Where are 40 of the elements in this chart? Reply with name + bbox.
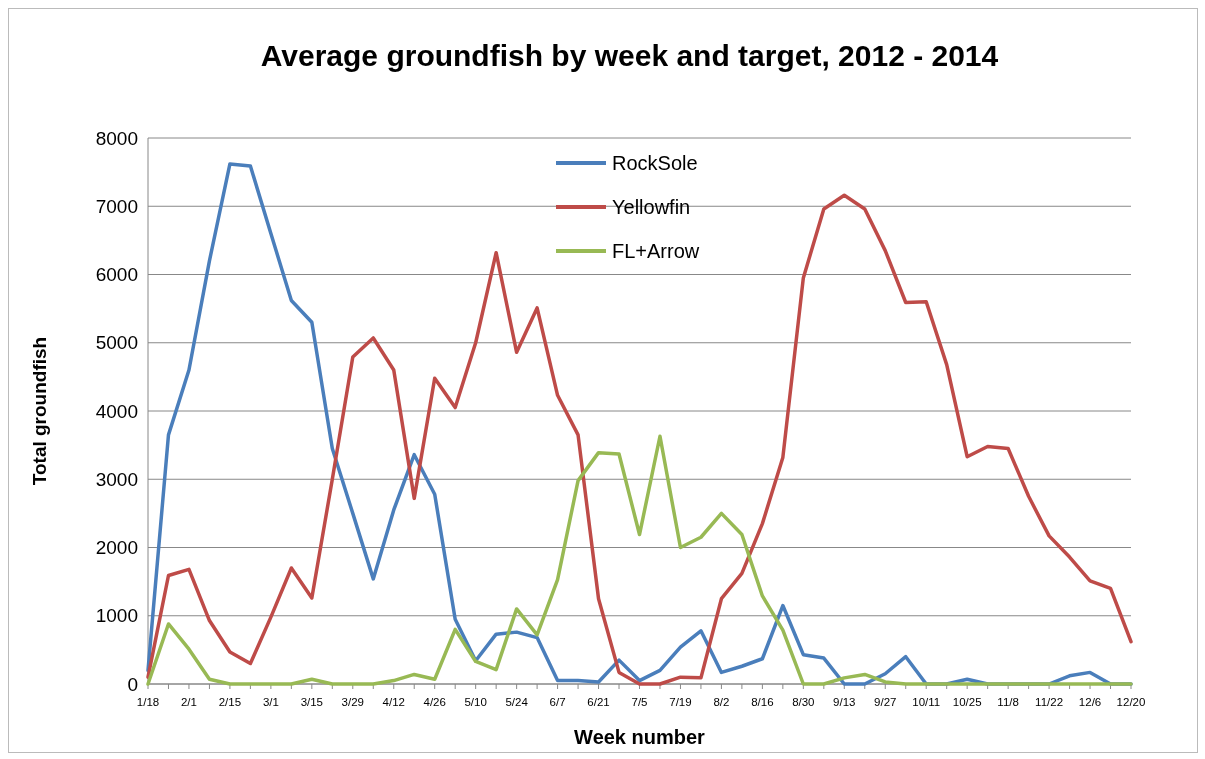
x-tick-label: 4/12 bbox=[382, 696, 405, 708]
x-tick-label: 7/19 bbox=[669, 696, 692, 708]
x-tick-label: 12/6 bbox=[1078, 696, 1102, 708]
y-tick-label: 7000 bbox=[95, 195, 138, 217]
legend-label: RockSole bbox=[612, 152, 698, 174]
x-tick-label: 3/15 bbox=[300, 696, 324, 708]
y-tick-label: 0 bbox=[127, 673, 138, 695]
x-tick-label: 10/11 bbox=[912, 696, 941, 708]
chart-title: Average groundfish by week and target, 2012 - 2014 bbox=[260, 39, 999, 72]
x-tick-label: 9/27 bbox=[874, 696, 897, 708]
x-tick-label: 5/10 bbox=[464, 696, 487, 708]
x-tick-label: 4/26 bbox=[423, 696, 446, 708]
x-tick-label: 6/7 bbox=[549, 696, 566, 708]
y-tick-label: 8000 bbox=[95, 127, 138, 149]
y-tick-label: 3000 bbox=[95, 468, 138, 490]
x-tick-label: 6/21 bbox=[587, 696, 610, 708]
y-tick-label: 1000 bbox=[95, 605, 138, 627]
y-tick-label: 6000 bbox=[95, 264, 138, 286]
x-tick-label: 7/5 bbox=[631, 696, 648, 708]
x-tick-label: 2/15 bbox=[218, 696, 242, 708]
x-tick-label: 8/2 bbox=[713, 696, 730, 708]
x-tick-label: 3/29 bbox=[341, 696, 364, 708]
x-tick-label: 10/25 bbox=[952, 696, 982, 708]
legend-label: Yellowfin bbox=[612, 196, 691, 218]
y-tick-label: 4000 bbox=[95, 400, 138, 422]
y-tick-label: 5000 bbox=[95, 332, 138, 354]
x-tick-label: 5/24 bbox=[505, 696, 529, 708]
x-tick-label: 11/8 bbox=[997, 696, 1019, 708]
x-tick-label: 8/30 bbox=[792, 696, 815, 708]
legend-label: FL+Arrow bbox=[612, 240, 700, 262]
x-axis-title: Week number bbox=[574, 726, 706, 748]
x-tick-label: 8/16 bbox=[751, 696, 774, 708]
x-tick-label: 3/1 bbox=[262, 696, 279, 708]
x-tick-label: 12/20 bbox=[1116, 696, 1146, 708]
y-axis-title: Total groundfish bbox=[29, 336, 50, 486]
x-tick-label: 11/22 bbox=[1035, 696, 1064, 708]
x-tick-label: 1/18 bbox=[136, 696, 160, 708]
x-tick-label: 9/13 bbox=[833, 696, 856, 708]
x-tick-label: 2/1 bbox=[180, 696, 197, 708]
y-tick-label: 2000 bbox=[95, 537, 138, 559]
